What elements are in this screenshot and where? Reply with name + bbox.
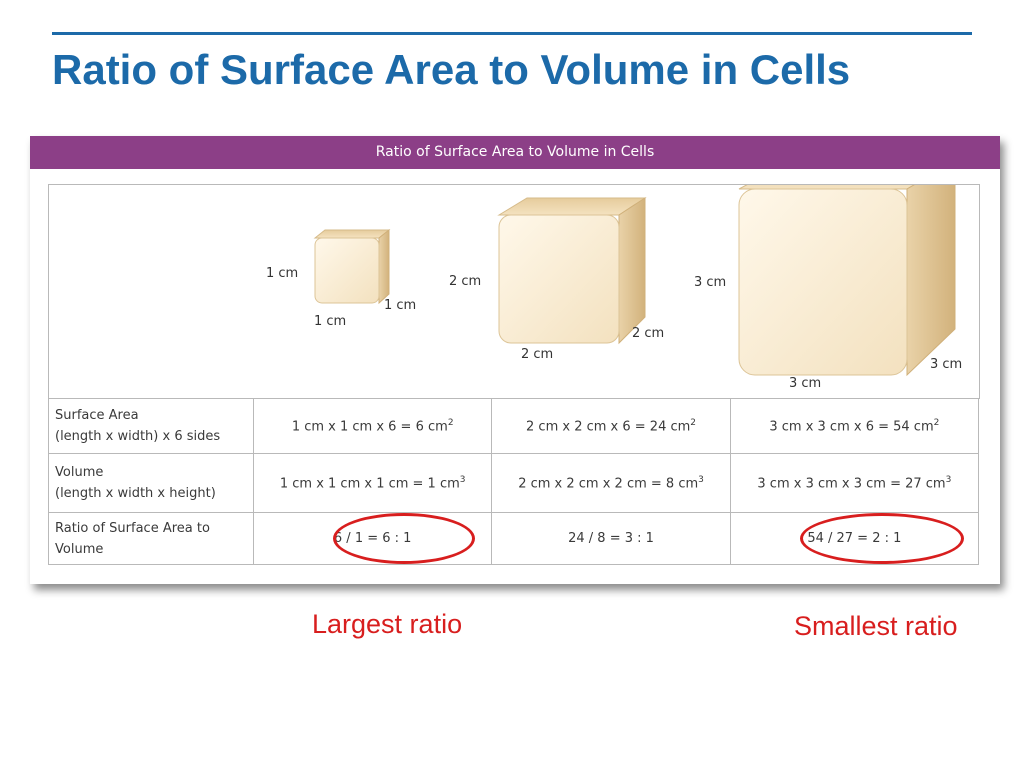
surface-area-cell-3cm: 3 cm x 3 cm x 6 = 54 cm2: [729, 398, 980, 454]
cube-3cm-front: [738, 188, 908, 376]
cube-2cm-width-label: 2 cm: [521, 347, 553, 362]
surface-area-label: Surface Area: [55, 408, 139, 423]
squared-exponent: 2: [933, 417, 940, 428]
cube-2cm-front: [498, 214, 620, 344]
surface-area-cell-1cm: 1 cm x 1 cm x 6 = 6 cm2: [252, 398, 493, 454]
largest-ratio-callout: Largest ratio: [312, 609, 463, 639]
figure-header-band: Ratio of Surface Area to Volume in Cells: [30, 136, 1000, 169]
volume-label: Volume: [55, 465, 104, 480]
volume-label-cell: Volume (length x width x height): [48, 453, 254, 513]
title-rule: [52, 32, 972, 35]
smallest-ratio-highlight-circle: [800, 513, 964, 564]
smallest-ratio-callout: Smallest ratio: [794, 611, 958, 641]
volume-cell-3cm: 3 cm x 3 cm x 3 cm = 27 cm3: [729, 453, 980, 513]
cube-illustration-panel: 1 cm 1 cm 1 cm 2 cm 2 cm 2 cm: [48, 160, 980, 399]
squared-exponent: 2: [690, 417, 697, 428]
ratio-value-2cm: 24 / 8 = 3 : 1: [568, 531, 654, 546]
volume-value-2cm: 2 cm x 2 cm x 2 cm = 8 cm: [518, 476, 699, 492]
volume-cell-1cm: 1 cm x 1 cm x 1 cm = 1 cm3: [252, 453, 493, 513]
ratio-label-line2: Volume: [55, 541, 104, 557]
cube-1cm: [313, 228, 391, 305]
table-row-volume: Volume (length x width x height) 1 cm x …: [48, 453, 980, 513]
cube-2cm-height-label: 2 cm: [449, 274, 481, 289]
cube-2cm-depth-label: 2 cm: [632, 326, 664, 341]
cube-1cm-width-label: 1 cm: [314, 314, 346, 329]
ratio-label-cell: Ratio of Surface Area to Volume: [48, 512, 254, 565]
surface-area-cell-2cm: 2 cm x 2 cm x 6 = 24 cm2: [491, 398, 731, 454]
cube-1cm-front: [314, 237, 380, 304]
surface-area-formula: (length x width) x 6 sides: [55, 429, 221, 444]
surface-area-value-3cm: 3 cm x 3 cm x 6 = 54 cm: [769, 419, 934, 435]
figure-panel: Ratio of Surface Area to Volume in Cells: [30, 136, 1000, 584]
cube-2cm: [497, 197, 647, 345]
cubed-exponent: 3: [698, 474, 704, 485]
cube-3cm-width-label: 3 cm: [789, 376, 821, 391]
cube-3cm-side: [906, 160, 956, 377]
cube-3cm: [738, 160, 957, 377]
cube-3cm-height-label: 3 cm: [694, 275, 726, 290]
squared-exponent: 2: [447, 417, 454, 428]
cube-2cm-side: [618, 197, 646, 345]
surface-area-value-2cm: 2 cm x 2 cm x 6 = 24 cm: [526, 419, 691, 435]
volume-cell-2cm: 2 cm x 2 cm x 2 cm = 8 cm3: [491, 453, 731, 513]
cube-1cm-height-label: 1 cm: [266, 266, 298, 281]
page-title: Ratio of Surface Area to Volume in Cells: [52, 46, 851, 93]
cube-3cm-depth-label: 3 cm: [930, 357, 962, 372]
cube-1cm-side: [378, 228, 390, 305]
ratio-label-line1: Ratio of Surface Area to: [55, 520, 210, 536]
surface-area-label-cell: Surface Area (length x width) x 6 sides: [48, 398, 254, 454]
ratio-cell-2cm: 24 / 8 = 3 : 1: [491, 512, 731, 565]
volume-value-1cm: 1 cm x 1 cm x 1 cm = 1 cm: [279, 476, 460, 492]
cubed-exponent: 3: [459, 474, 466, 485]
cube-illustration: 1 cm 1 cm 1 cm 2 cm 2 cm 2 cm: [266, 160, 962, 391]
cube-1cm-depth-label: 1 cm: [384, 298, 416, 313]
volume-formula: (length x width x height): [55, 486, 216, 501]
cube-1cm-top: [313, 229, 391, 239]
figure-header-title: Ratio of Surface Area to Volume in Cells: [375, 144, 655, 160]
largest-ratio-highlight-circle: [333, 513, 475, 564]
cubed-exponent: 3: [945, 474, 952, 485]
calculation-table: Surface Area (length x width) x 6 sides …: [48, 398, 980, 565]
table-row-surface-area: Surface Area (length x width) x 6 sides …: [48, 398, 980, 454]
volume-value-3cm: 3 cm x 3 cm x 3 cm = 27 cm: [757, 476, 946, 492]
surface-area-value-1cm: 1 cm x 1 cm x 6 = 6 cm: [291, 419, 448, 435]
